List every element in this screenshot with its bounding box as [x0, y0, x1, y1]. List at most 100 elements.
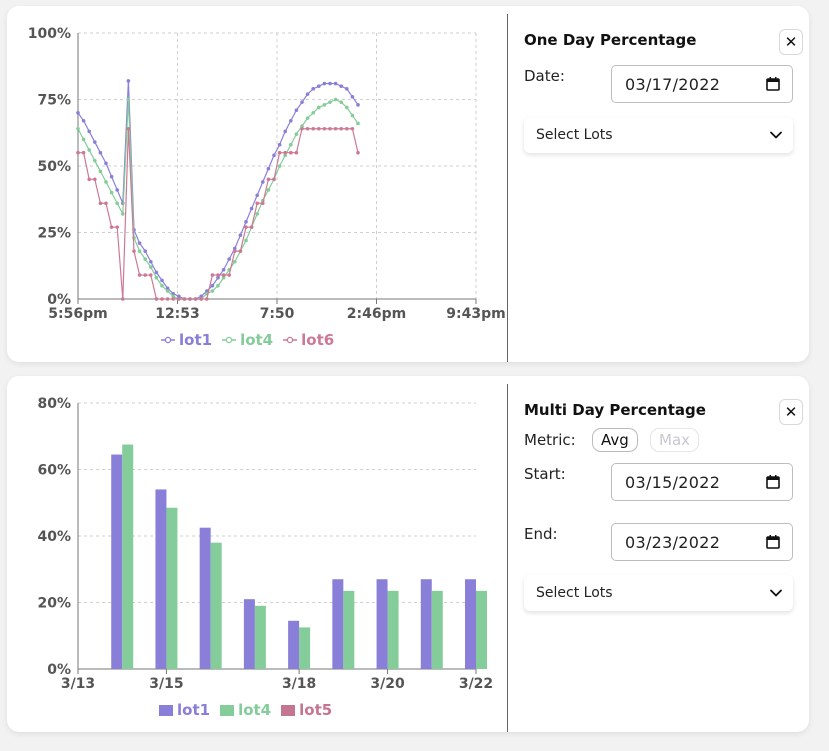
data-point	[350, 126, 355, 131]
data-point	[165, 297, 170, 301]
multi-day-panel: Multi Day Percentage ✕ Metric: Avg Max S…	[508, 376, 809, 732]
data-point	[109, 174, 114, 179]
bar-lot1	[111, 454, 123, 669]
data-point	[81, 150, 86, 155]
data-point	[339, 100, 344, 104]
bar-lot1	[376, 579, 388, 669]
data-point	[154, 270, 159, 275]
data-point	[339, 126, 344, 131]
data-point	[294, 132, 299, 136]
data-point	[76, 150, 80, 155]
metric-max-button[interactable]: Max	[650, 428, 700, 452]
data-point	[244, 238, 248, 243]
legend-item-lot5[interactable]: lot5	[281, 701, 332, 719]
data-point	[255, 212, 259, 216]
data-point	[333, 97, 338, 102]
data-point	[322, 103, 327, 107]
calendar-icon[interactable]	[766, 77, 780, 91]
x-tick-label: 7:50	[260, 306, 295, 322]
y-tick-label: 75%	[37, 93, 71, 109]
calendar-icon[interactable]	[766, 475, 780, 489]
bar-lot1	[155, 489, 167, 669]
data-point	[98, 201, 103, 206]
data-point	[205, 297, 209, 301]
data-point	[132, 249, 136, 253]
select-lots-dropdown[interactable]: Select Lots	[524, 575, 793, 611]
data-point	[283, 153, 288, 158]
legend-item-lot4[interactable]: lot4	[222, 331, 273, 349]
data-point	[87, 129, 91, 134]
data-point	[171, 294, 175, 299]
data-point	[210, 289, 215, 293]
data-point	[300, 126, 304, 131]
data-point	[182, 297, 187, 301]
data-point	[171, 291, 175, 296]
legend-item-lot6[interactable]: lot6	[283, 331, 334, 349]
data-point	[233, 259, 237, 264]
data-point	[345, 126, 349, 131]
data-point	[154, 297, 159, 301]
data-point	[115, 225, 119, 229]
data-point	[126, 79, 131, 83]
series-lot6	[76, 126, 360, 301]
legend-label: lot1	[177, 701, 211, 719]
calendar-icon[interactable]	[766, 535, 780, 549]
data-point	[221, 273, 226, 277]
bar-lot4	[431, 590, 443, 669]
data-point	[137, 273, 142, 277]
legend-item-lot1[interactable]: lot1	[159, 701, 210, 719]
data-point	[328, 81, 332, 86]
data-point	[160, 283, 164, 288]
data-point	[143, 249, 147, 253]
data-point	[149, 265, 153, 269]
data-point	[104, 161, 108, 166]
start-date-field[interactable]: 03/15/2022	[611, 463, 793, 501]
data-point	[193, 297, 198, 301]
one-day-line-chart: 0% 25% 50% 75% 100% 5:56pm 12:53 7:50 2:46pm 9:43…	[28, 26, 506, 322]
data-point	[272, 153, 276, 158]
data-point	[356, 150, 360, 155]
data-point	[289, 118, 293, 123]
data-point	[311, 87, 316, 91]
x-tick-label: 5:56pm	[48, 306, 107, 322]
x-tick-label: 12:53	[155, 306, 200, 322]
bar-lot1	[243, 599, 255, 669]
select-lots-dropdown[interactable]: Select Lots	[524, 117, 793, 153]
data-point	[356, 103, 360, 107]
data-point	[121, 297, 125, 301]
data-point	[333, 126, 338, 131]
data-point	[350, 113, 355, 118]
data-point	[289, 150, 293, 155]
close-icon[interactable]: ✕	[779, 399, 803, 425]
y-tick-label: 0%	[47, 292, 71, 308]
one-day-card: 0% 25% 50% 75% 100% 5:56pm 12:53 7:50 2:46pm 9:43…	[7, 6, 809, 362]
data-point	[171, 297, 175, 301]
data-point	[333, 81, 338, 86]
data-point	[261, 180, 265, 184]
data-point	[165, 289, 170, 293]
data-point	[322, 126, 327, 131]
series-lot1	[76, 79, 360, 301]
legend-item-lot4[interactable]: lot4	[220, 701, 271, 719]
end-date-field[interactable]: 03/23/2022	[611, 523, 793, 561]
data-point	[98, 150, 103, 155]
bar-lot1	[332, 579, 344, 669]
select-lots-label: Select Lots	[536, 127, 613, 143]
legend-item-lot1[interactable]: lot1	[161, 331, 212, 349]
data-point	[300, 100, 304, 104]
data-point	[104, 180, 108, 184]
legend-line-icon	[283, 336, 298, 344]
y-tick-label: 100%	[28, 26, 71, 42]
vertical-divider	[507, 14, 508, 362]
close-icon[interactable]: ✕	[779, 29, 803, 55]
metric-avg-button[interactable]: Avg	[592, 428, 638, 452]
data-point	[126, 126, 131, 131]
data-point	[76, 111, 80, 115]
data-point	[93, 140, 97, 144]
x-tick-label: 3/13	[61, 676, 95, 692]
start-label: Start:	[524, 465, 566, 483]
data-point	[104, 201, 108, 206]
data-point	[277, 150, 282, 155]
data-point	[227, 273, 231, 277]
date-field[interactable]: 03/17/2022	[611, 65, 793, 103]
